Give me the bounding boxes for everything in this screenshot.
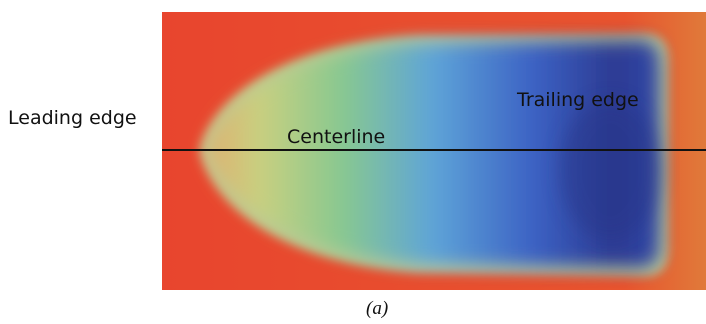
centerline-label: Centerline xyxy=(287,126,385,148)
figure: Leading edge Centerline Trailing edge (a… xyxy=(0,0,706,324)
caption: (a) xyxy=(366,298,388,319)
trailing-edge-label: Trailing edge xyxy=(516,89,639,111)
leading-edge-label: Leading edge xyxy=(8,107,137,129)
